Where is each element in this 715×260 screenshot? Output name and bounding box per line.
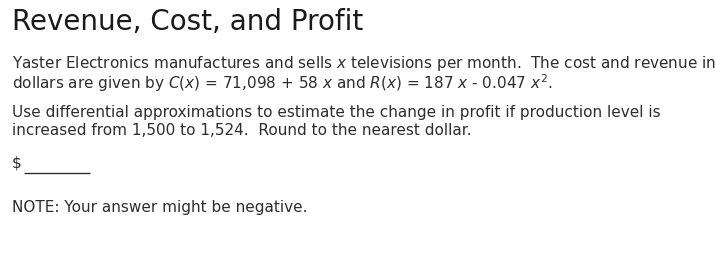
Text: increased from 1,500 to 1,524.  Round to the nearest dollar.: increased from 1,500 to 1,524. Round to … xyxy=(12,123,472,138)
Text: NOTE: Your answer might be negative.: NOTE: Your answer might be negative. xyxy=(12,200,307,215)
Text: Yaster Electronics manufactures and sells $x$ televisions per month.  The cost a: Yaster Electronics manufactures and sell… xyxy=(12,54,715,73)
Text: Use differential approximations to estimate the change in profit if production l: Use differential approximations to estim… xyxy=(12,105,661,120)
Text: $: $ xyxy=(12,155,22,170)
Text: dollars are given by $C(x)$ = 71,098 + 58 $x$ and $R(x)$ = 187 $x$ - 0.047 $x^2$: dollars are given by $C(x)$ = 71,098 + 5… xyxy=(12,72,553,94)
Text: Revenue, Cost, and Profit: Revenue, Cost, and Profit xyxy=(12,8,363,36)
